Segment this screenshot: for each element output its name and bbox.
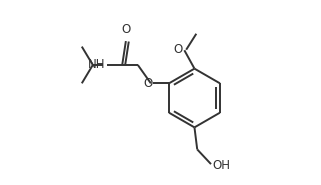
Text: NH: NH <box>88 58 106 71</box>
Text: O: O <box>174 43 183 56</box>
Text: OH: OH <box>212 159 230 171</box>
Text: O: O <box>121 23 131 36</box>
Text: O: O <box>143 77 153 90</box>
